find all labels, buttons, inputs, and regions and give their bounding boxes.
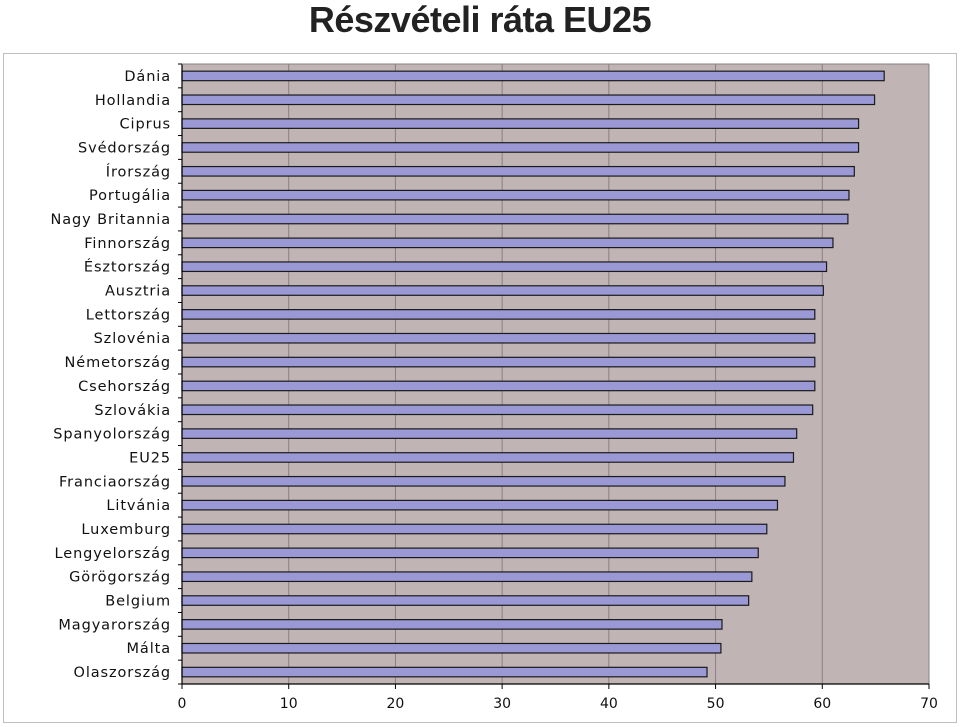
bar [181, 499, 779, 511]
x-tick-label: 50 [707, 696, 725, 712]
category-label: Dánia [124, 69, 171, 85]
category-label: Írország [106, 163, 171, 180]
plot-area [182, 64, 929, 684]
category-label: Luxemburg [81, 522, 171, 538]
category-labels: Dánia Hollandia Ciprus Svédország Írország Po… [50, 69, 172, 681]
category-label: Svédország [78, 140, 171, 156]
bar [181, 380, 816, 392]
category-label: Nagy Britannia [50, 212, 171, 228]
bar [181, 523, 768, 535]
axes [178, 63, 930, 689]
bar [181, 94, 876, 106]
category-label: Görögország [69, 570, 171, 586]
category-label: Ausztria [105, 284, 171, 300]
bar [181, 165, 855, 177]
category-label: Magyarország [58, 617, 171, 633]
x-tick-label: 20 [387, 696, 405, 712]
bar [181, 666, 708, 678]
x-tick-label: 10 [280, 696, 298, 712]
bars [181, 70, 885, 678]
bar [181, 619, 723, 630]
bar [181, 475, 786, 487]
bar [181, 404, 814, 416]
x-tick-label: 30 [493, 696, 511, 712]
category-label: Málta [127, 641, 172, 657]
x-tick-labels: 0 10 20 30 40 50 60 70 [178, 696, 938, 712]
bar [181, 213, 849, 225]
bar [181, 237, 834, 249]
category-label: Lengyelország [55, 546, 171, 562]
bar [181, 428, 798, 439]
bar [181, 70, 885, 82]
category-label: Németország [65, 355, 172, 371]
bar [181, 189, 850, 201]
bar [181, 118, 860, 129]
category-label: Ciprus [120, 117, 171, 133]
category-label: Szlovákia [94, 403, 171, 419]
chart-frame [3, 53, 957, 723]
category-label: Franciaország [59, 474, 171, 490]
bar [181, 452, 795, 463]
x-tick-label: 60 [813, 696, 831, 712]
category-label: Lettország [86, 307, 171, 323]
category-label: Hollandia [95, 93, 171, 109]
bar [181, 285, 824, 296]
bar [181, 332, 816, 344]
bar [181, 547, 759, 559]
bar [181, 642, 722, 654]
category-label: Észtország [84, 259, 171, 276]
category-label: EU25 [129, 450, 171, 466]
category-label: Csehország [78, 379, 171, 395]
chart-title: Részvételi ráta EU25 [308, 0, 652, 40]
bar [181, 571, 753, 583]
bar [181, 142, 860, 153]
category-label: Belgium [105, 594, 171, 610]
category-label: Olaszország [74, 665, 171, 681]
category-label: Finnország [84, 236, 171, 252]
bar [181, 595, 750, 606]
category-label: Spanyolország [53, 427, 171, 443]
x-tick-label: 40 [600, 696, 618, 712]
bar [181, 261, 828, 273]
x-tick-label: 0 [178, 696, 187, 712]
category-label: Szlovénia [94, 331, 171, 347]
category-label: Litvánia [106, 498, 171, 514]
bar [181, 356, 816, 368]
bar [181, 309, 816, 320]
x-tick-label: 70 [920, 696, 938, 712]
category-label: Portugália [89, 188, 171, 204]
